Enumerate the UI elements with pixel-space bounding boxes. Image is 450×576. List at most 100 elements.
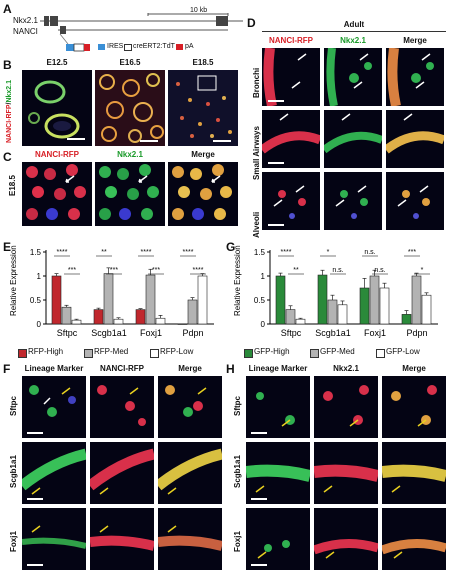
x-tick-label: Foxj1 xyxy=(364,328,386,338)
row-label-bronchi: Bronchi xyxy=(252,67,261,98)
scale-bar xyxy=(268,162,284,164)
header-h-nkx21: Nkx2.1 xyxy=(333,364,359,373)
micrograph-d-bronchi-merge xyxy=(386,48,444,106)
y-tick-label: 1 xyxy=(261,272,266,281)
scale-bar xyxy=(27,498,43,500)
significance-label: *** xyxy=(408,249,416,256)
micrograph-c-rfp xyxy=(22,162,92,226)
legend-e-swatch-med xyxy=(84,349,93,358)
panel-label-a: A xyxy=(3,2,12,16)
panel-label-e: E xyxy=(3,240,12,254)
micrograph-f-foxj1-merge xyxy=(158,508,222,570)
scale-bar xyxy=(251,498,267,500)
header-c-merge: Merge xyxy=(191,150,215,159)
stage-label-e185: E18.5 xyxy=(192,58,214,67)
legend-swatch-ires xyxy=(98,44,105,50)
significance-label: * xyxy=(327,249,330,256)
row-label-f-sftpc: Sftpc xyxy=(9,396,18,416)
micrograph-d-bronchi-rfp xyxy=(262,48,320,106)
legend-e-label-low: RFP-Low xyxy=(160,347,194,356)
legend-swatch-creert2 xyxy=(124,44,132,51)
legend-swatch-pa xyxy=(176,44,183,50)
header-d-nkx21: Nkx2.1 xyxy=(340,36,366,45)
significance-label: **** xyxy=(193,267,204,274)
scale-bar xyxy=(213,140,231,142)
legend-label-ires: IRES xyxy=(107,43,124,50)
y-tick-label: 1.5 xyxy=(254,248,266,257)
scale-bar xyxy=(268,100,284,102)
micrograph-f-scgb1a1-rfp xyxy=(90,442,154,504)
y-tick-label: 0.5 xyxy=(254,296,266,305)
bar-e-Sftpc-RFP-Low xyxy=(71,319,82,325)
panel-label-h: H xyxy=(226,362,235,376)
row-label-alveoli: Alveoli xyxy=(252,211,261,238)
bar-e-Pdpn-RFP-Low xyxy=(197,275,208,325)
micrograph-b-e125 xyxy=(22,70,92,146)
header-f-rfp: NANCI-RFP xyxy=(100,364,144,373)
micrograph-d-smallairways-merge xyxy=(386,110,444,168)
y-tick-label: 1.5 xyxy=(30,248,42,257)
header-f-merge: Merge xyxy=(178,364,202,373)
micrograph-d-alveoli-rfp xyxy=(262,172,320,230)
bar-g-Sftpc-GFP-High xyxy=(275,275,286,325)
x-tick-label: Sftpc xyxy=(57,328,78,338)
row-label-h-sftpc: Sftpc xyxy=(233,396,242,416)
significance-label: ** xyxy=(101,249,107,256)
gene-label-nanci: NANCI xyxy=(13,27,38,36)
significance-label: **** xyxy=(57,249,68,256)
scale-label: 10 kb xyxy=(190,7,208,14)
panel-label-b: B xyxy=(3,58,12,72)
micrograph-h-scgb1a1-lineage xyxy=(246,442,310,504)
bar-e-Pdpn-RFP-Med xyxy=(187,299,198,325)
bar-e-Foxj1-RFP-Low xyxy=(155,317,166,325)
adult-title: Adult xyxy=(343,20,365,29)
micrograph-b-e185 xyxy=(168,70,238,146)
y-tick-label: 0 xyxy=(37,320,42,329)
legend-e-label-med: RFP-Med xyxy=(94,347,129,356)
scale-bar xyxy=(251,564,267,566)
legend-g-swatch-med xyxy=(310,349,319,358)
micrograph-h-foxj1-merge xyxy=(382,508,446,570)
y-axis-label: Relative Expression xyxy=(233,245,242,316)
micrograph-f-sftpc-rfp xyxy=(90,376,154,438)
micrograph-f-scgb1a1-lineage xyxy=(22,442,86,504)
x-tick-label: Scgb1a1 xyxy=(315,328,351,338)
micrograph-d-alveoli-merge xyxy=(386,172,444,230)
scale-bar xyxy=(140,140,158,142)
legend-e-swatch-low xyxy=(150,349,159,358)
x-tick-label: Pdpn xyxy=(182,328,203,338)
bar-g-Foxj1-GFP-High xyxy=(359,287,370,325)
micrograph-f-scgb1a1-merge xyxy=(158,442,222,504)
header-f-lineage: Lineage Marker xyxy=(24,364,84,373)
row-label-h-foxj1: Foxj1 xyxy=(233,531,242,552)
gene-construct-diagram xyxy=(40,13,243,52)
x-tick-label: Foxj1 xyxy=(140,328,162,338)
bar-g-Sftpc-GFP-Low xyxy=(295,318,306,325)
micrograph-h-sftpc-merge xyxy=(382,376,446,438)
row-label-f-scgb1a1: Scgb1a1 xyxy=(9,455,18,488)
bar-g-Pdpn-GFP-High xyxy=(401,314,412,325)
bar-e-Pdpn-RFP-High xyxy=(177,323,188,325)
micrograph-h-foxj1-lineage xyxy=(246,508,310,570)
legend-label-pa: pA xyxy=(185,43,194,50)
scale-bar xyxy=(27,432,43,434)
micrograph-f-sftpc-merge xyxy=(158,376,222,438)
bar-g-Scgb1a1-GFP-Med xyxy=(327,299,338,325)
panel-label-f: F xyxy=(3,362,11,376)
row-label-small-airways: Small Airways xyxy=(252,126,261,180)
legend-g-label-high: GFP-High xyxy=(254,347,290,356)
legend-g: GFP-High GFP-Med GFP-Low xyxy=(244,347,444,359)
row-label-f-foxj1: Foxj1 xyxy=(9,531,18,552)
bar-e-Sftpc-RFP-Med xyxy=(61,306,72,325)
micrograph-b-e165 xyxy=(95,70,165,146)
x-tick-label: Sftpc xyxy=(281,328,302,338)
legend-g-swatch-high xyxy=(244,349,253,358)
micrograph-f-foxj1-rfp xyxy=(90,508,154,570)
micrograph-c-merge xyxy=(168,162,238,226)
scale-bar xyxy=(67,138,85,140)
bar-g-Sftpc-GFP-Med xyxy=(285,309,296,325)
x-tick-label: Scgb1a1 xyxy=(91,328,127,338)
row-label-h-scgb1a1: Scgb1a1 xyxy=(233,455,242,488)
bar-g-Pdpn-GFP-Low xyxy=(421,294,432,325)
